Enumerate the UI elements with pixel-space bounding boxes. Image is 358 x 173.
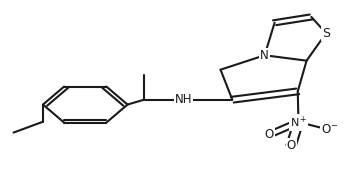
Text: O: O — [265, 128, 274, 141]
Text: N: N — [260, 49, 269, 62]
Text: N$^+$: N$^+$ — [290, 114, 307, 130]
Text: O: O — [286, 139, 296, 152]
Text: O$^{-}$: O$^{-}$ — [321, 123, 338, 136]
Text: S: S — [322, 27, 330, 40]
Text: NH: NH — [175, 93, 193, 106]
